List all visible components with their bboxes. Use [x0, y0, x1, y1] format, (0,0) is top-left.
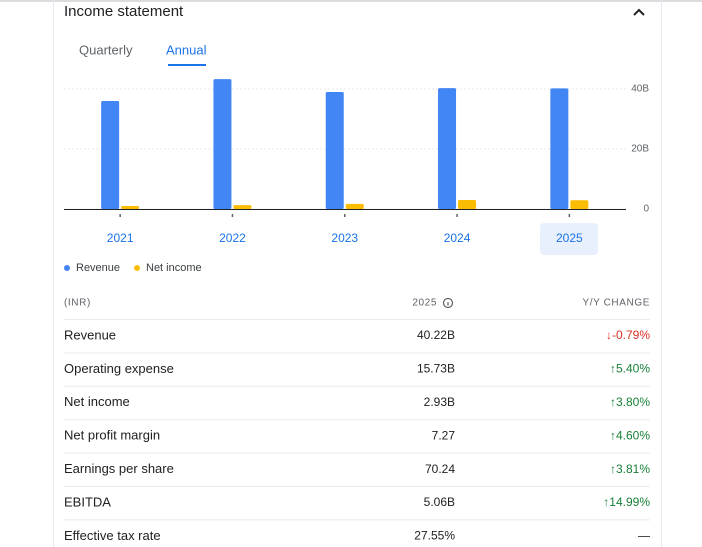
tab-quarterly[interactable]: Quarterly	[79, 42, 133, 57]
x-tick-label[interactable]: 2025	[556, 231, 583, 245]
table-header: Y/Y CHANGE	[583, 298, 651, 309]
x-tick-label[interactable]: 2023	[331, 231, 358, 245]
row-change: ↓-0.79%	[606, 328, 650, 342]
bar	[121, 206, 140, 209]
legend-label: Revenue	[76, 262, 120, 274]
bar	[570, 200, 589, 209]
y-tick-label: 20B	[631, 144, 649, 155]
selected-year-bg[interactable]	[540, 223, 598, 255]
bar	[101, 101, 120, 209]
row-name: Revenue	[64, 327, 116, 342]
row-change: —	[638, 529, 650, 543]
row-change: ↑5.40%	[610, 362, 650, 376]
row-value: 5.06B	[424, 495, 455, 509]
row-value: 15.73B	[417, 362, 455, 376]
row-change: ↑3.80%	[610, 395, 650, 409]
row-name: Effective tax rate	[64, 528, 161, 543]
collapse-chevron[interactable]	[633, 8, 645, 16]
table-header: 2025	[412, 298, 437, 309]
row-name: Earnings per share	[64, 461, 174, 476]
row-change: ↑14.99%	[603, 495, 650, 509]
row-value: 40.22B	[417, 328, 455, 342]
row-name: Operating expense	[64, 361, 174, 376]
bar	[213, 79, 232, 209]
bar	[458, 200, 477, 209]
row-value: 70.24	[425, 462, 455, 476]
legend-dot	[64, 265, 70, 271]
y-tick-label: 40B	[631, 84, 649, 95]
bar	[345, 203, 364, 209]
bar	[233, 205, 252, 209]
x-tick-label[interactable]: 2022	[219, 231, 246, 245]
tab-annual[interactable]: Annual	[166, 42, 207, 57]
tab-underline	[168, 64, 206, 66]
row-name: Net profit margin	[64, 428, 160, 443]
legend-label: Net income	[146, 262, 202, 274]
x-tick-label[interactable]: 2021	[107, 231, 134, 245]
legend-dot	[134, 265, 140, 271]
row-change: ↑3.81%	[610, 462, 650, 476]
section-title: Income statement	[64, 3, 184, 20]
x-tick-label[interactable]: 2024	[444, 231, 471, 245]
info-icon[interactable]	[442, 297, 454, 309]
bar	[550, 88, 569, 209]
row-change: ↑4.60%	[610, 428, 650, 442]
bar	[325, 92, 344, 209]
top-shadow	[0, 0, 702, 2]
row-name: Net income	[64, 394, 130, 409]
row-name: EBITDA	[64, 494, 111, 509]
row-value: 7.27	[432, 428, 456, 442]
row-value: 2.93B	[424, 395, 455, 409]
row-value: 27.55%	[414, 529, 455, 543]
y-tick-label: 0	[643, 204, 649, 215]
table-header: (INR)	[64, 298, 91, 309]
bar	[438, 88, 457, 209]
